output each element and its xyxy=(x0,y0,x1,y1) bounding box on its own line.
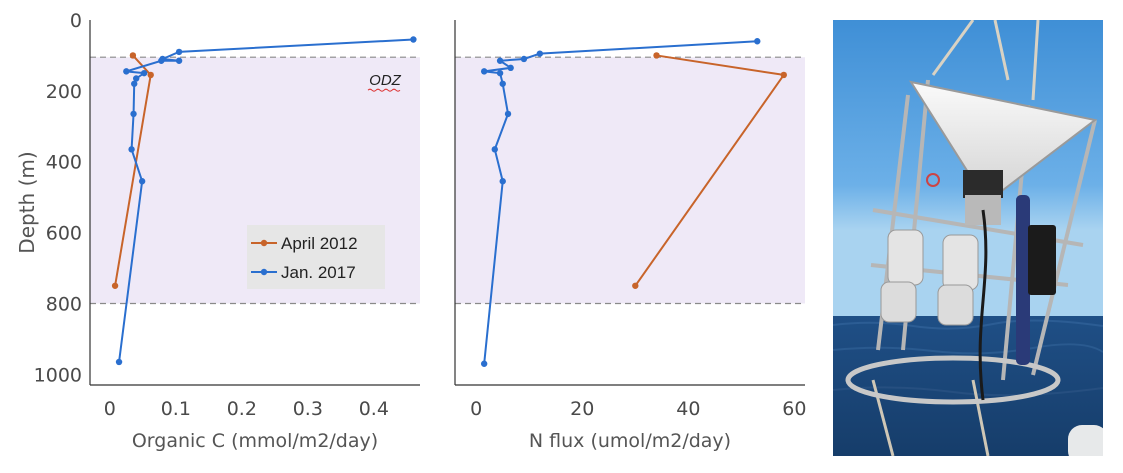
x-axis-label: N flux (umol/m2/day) xyxy=(529,430,731,452)
data-point xyxy=(520,55,528,63)
data-point xyxy=(536,50,544,57)
legend-swatch-marker xyxy=(260,239,268,247)
legend-label: April 2012 xyxy=(281,234,358,253)
data-point xyxy=(147,71,154,79)
odz-annotation: ODZ xyxy=(369,72,402,89)
data-point xyxy=(138,178,146,185)
x-tick-label: 40 xyxy=(676,398,700,420)
x-tick-label: 20 xyxy=(570,398,594,420)
data-point xyxy=(158,57,165,64)
x-tick-label: 0 xyxy=(470,398,482,420)
data-point xyxy=(131,80,138,87)
data-point xyxy=(507,64,514,72)
y-tick-label: 800 xyxy=(46,293,82,315)
x-tick-label: 60 xyxy=(782,398,806,420)
data-point xyxy=(175,57,183,64)
x-axis-label: Organic C (mmol/m2/day) xyxy=(132,430,378,452)
x-tick-label: 0.1 xyxy=(161,398,191,420)
legend-label: Jan. 2017 xyxy=(281,263,356,282)
legend-swatch-marker xyxy=(260,268,268,276)
data-point xyxy=(123,68,130,75)
y-axis-label: Depth (m) xyxy=(15,151,39,253)
data-point xyxy=(491,146,498,153)
data-point xyxy=(632,282,639,289)
y-tick-label: 0 xyxy=(70,10,82,32)
x-tick-label: 0.4 xyxy=(359,398,389,420)
data-point xyxy=(129,52,137,59)
data-point xyxy=(780,71,787,79)
data-point xyxy=(499,80,506,87)
y-tick-label: 1000 xyxy=(34,364,82,386)
data-point xyxy=(133,75,140,82)
x-tick-label: 0.3 xyxy=(293,398,323,420)
panel-n-flux: 0 20 40 60 N flux (umol/m2/day) xyxy=(454,20,806,452)
data-point xyxy=(410,36,417,43)
data-point xyxy=(111,282,119,289)
y-tick-label: 400 xyxy=(46,152,82,174)
data-point xyxy=(175,48,183,56)
data-point xyxy=(653,52,660,59)
data-point xyxy=(754,38,761,45)
data-point xyxy=(480,360,488,367)
data-point xyxy=(496,57,504,64)
odz-band xyxy=(455,57,805,304)
data-point xyxy=(496,69,504,77)
legend-box xyxy=(247,225,385,289)
sediment-trap-photo xyxy=(833,20,1103,456)
legend: April 2012 Jan. 2017 xyxy=(247,225,385,289)
data-point xyxy=(499,178,506,185)
data-point xyxy=(504,110,512,118)
data-point xyxy=(115,358,123,366)
y-tick-label: 600 xyxy=(46,223,82,245)
data-point xyxy=(130,110,137,118)
y-tick-label: 200 xyxy=(46,81,82,103)
spellcheck-underline xyxy=(367,88,401,92)
data-point xyxy=(140,69,148,77)
data-point xyxy=(128,146,135,153)
x-tick-label: 0.2 xyxy=(227,398,257,420)
panel-organic-c: 0 0.1 0.2 0.3 0.4 Organic C (mmol/m2/day) 0 200… xyxy=(15,10,420,452)
data-point xyxy=(480,68,488,75)
x-tick-label: 0 xyxy=(104,398,116,420)
